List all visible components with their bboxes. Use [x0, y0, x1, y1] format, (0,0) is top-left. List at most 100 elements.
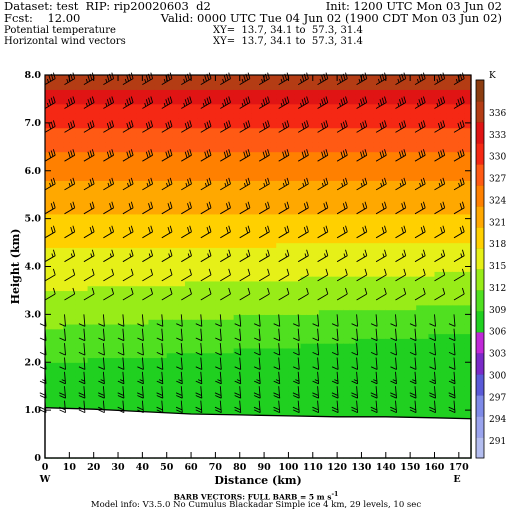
theta-cell	[148, 228, 156, 234]
theta-cell	[251, 271, 259, 277]
theta-cell	[361, 151, 369, 157]
theta-cell	[410, 213, 417, 220]
theta-cell	[227, 400, 235, 406]
theta-cell	[118, 266, 125, 272]
theta-cell	[343, 122, 350, 129]
theta-cell	[258, 170, 265, 177]
theta-cell	[209, 405, 216, 411]
theta-cell	[404, 386, 411, 392]
theta-cell	[391, 390, 399, 397]
theta-cell	[209, 213, 216, 220]
theta-cell	[343, 309, 350, 315]
theta-cell	[45, 285, 52, 292]
theta-cell	[349, 213, 356, 220]
theta-cell	[233, 118, 241, 124]
theta-cell	[331, 367, 338, 373]
theta-cell	[391, 118, 399, 124]
theta-cell	[45, 252, 52, 258]
theta-cell	[203, 232, 210, 239]
theta-cell	[324, 266, 332, 272]
theta-cell	[154, 194, 162, 201]
theta-cell	[209, 161, 216, 167]
theta-cell	[288, 213, 296, 220]
theta-cell	[410, 338, 417, 344]
theta-cell	[75, 189, 83, 196]
theta-cell	[105, 371, 113, 378]
theta-cell	[178, 75, 186, 81]
theta-cell	[276, 113, 283, 119]
theta-cell	[306, 194, 314, 201]
theta-cell	[343, 357, 350, 363]
theta-cell	[172, 209, 180, 215]
theta-cell	[142, 194, 150, 201]
theta-cell	[276, 185, 283, 191]
theta-cell	[367, 304, 375, 311]
theta-cell	[69, 98, 77, 105]
theta-cell	[51, 84, 58, 90]
theta-cell	[154, 137, 162, 143]
theta-cell	[324, 390, 332, 397]
theta-cell	[258, 98, 265, 105]
theta-cell	[239, 242, 247, 248]
theta-cell	[349, 199, 356, 205]
theta-cell	[172, 232, 180, 239]
theta-cell	[264, 390, 271, 397]
theta-cell	[111, 371, 119, 378]
theta-cell	[258, 252, 265, 258]
theta-cell	[45, 170, 52, 177]
theta-cell	[343, 242, 350, 248]
theta-cell	[105, 204, 113, 210]
theta-cell	[379, 304, 387, 311]
theta-cell	[221, 338, 229, 344]
theta-cell	[81, 137, 89, 143]
theta-cell	[416, 271, 423, 277]
theta-cell	[99, 323, 107, 330]
theta-cell	[343, 209, 350, 215]
theta-cell	[306, 357, 314, 363]
theta-cell	[391, 323, 399, 330]
theta-cell	[118, 189, 125, 196]
theta-cell	[306, 276, 314, 282]
theta-cell	[93, 223, 101, 229]
theta-cell	[397, 256, 405, 263]
theta-cell	[276, 223, 283, 229]
theta-cell	[221, 189, 229, 196]
theta-cell	[416, 223, 423, 229]
theta-cell	[367, 84, 375, 90]
theta-cell	[227, 381, 235, 387]
theta-cell	[337, 381, 344, 387]
theta-cell	[318, 266, 326, 272]
theta-cell	[312, 170, 320, 177]
theta-cell	[337, 94, 344, 100]
theta-cell	[251, 247, 259, 253]
theta-cell	[331, 347, 338, 354]
theta-cell	[276, 357, 283, 363]
theta-cell	[111, 118, 119, 124]
theta-cell	[306, 323, 314, 330]
theta-cell	[343, 400, 350, 406]
theta-cell	[160, 185, 168, 191]
theta-cell	[118, 271, 125, 277]
theta-cell	[270, 151, 277, 157]
theta-cell	[258, 156, 265, 162]
theta-cell	[239, 180, 247, 186]
theta-cell	[416, 338, 423, 344]
theta-cell	[99, 242, 107, 248]
theta-cell	[355, 165, 363, 172]
theta-cell	[385, 371, 393, 378]
theta-cell	[191, 319, 198, 325]
field-name-theta: Potential temperature	[4, 25, 116, 36]
theta-cell	[404, 237, 411, 244]
theta-cell	[184, 367, 192, 373]
theta-cell	[349, 161, 356, 167]
theta-cell	[203, 290, 210, 296]
theta-cell	[251, 333, 259, 339]
theta-cell	[160, 343, 168, 349]
theta-cell	[136, 170, 143, 177]
theta-cell	[397, 285, 405, 292]
theta-cell	[251, 185, 259, 191]
theta-cell	[124, 213, 131, 220]
theta-cell	[93, 199, 101, 205]
theta-cell	[233, 132, 241, 138]
theta-cell	[215, 94, 223, 100]
